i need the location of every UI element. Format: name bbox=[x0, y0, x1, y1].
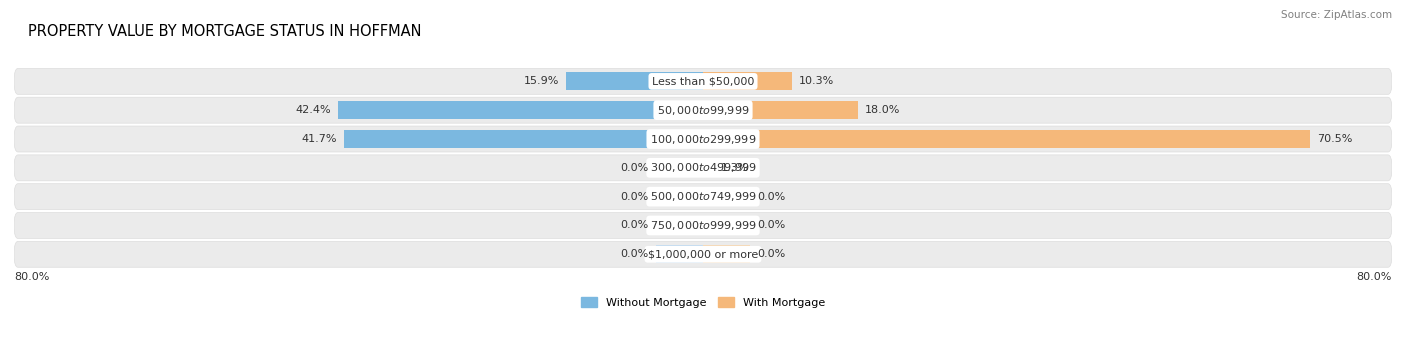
Text: $1,000,000 or more: $1,000,000 or more bbox=[648, 249, 758, 259]
Text: Source: ZipAtlas.com: Source: ZipAtlas.com bbox=[1281, 10, 1392, 20]
Bar bbox=[655, 245, 703, 263]
Text: 10.3%: 10.3% bbox=[799, 76, 834, 86]
FancyBboxPatch shape bbox=[14, 184, 1392, 210]
Legend: Without Mortgage, With Mortgage: Without Mortgage, With Mortgage bbox=[576, 293, 830, 312]
Text: Less than $50,000: Less than $50,000 bbox=[652, 76, 754, 86]
Bar bbox=[703, 217, 751, 234]
Text: 0.0%: 0.0% bbox=[620, 192, 648, 202]
Bar bbox=[337, 101, 703, 119]
Text: $500,000 to $749,999: $500,000 to $749,999 bbox=[650, 190, 756, 203]
Bar bbox=[567, 72, 703, 90]
Text: 80.0%: 80.0% bbox=[14, 272, 49, 282]
Text: 42.4%: 42.4% bbox=[295, 105, 330, 115]
Text: $300,000 to $499,999: $300,000 to $499,999 bbox=[650, 162, 756, 174]
FancyBboxPatch shape bbox=[14, 126, 1392, 152]
FancyBboxPatch shape bbox=[14, 68, 1392, 94]
Text: 41.7%: 41.7% bbox=[301, 134, 337, 144]
FancyBboxPatch shape bbox=[14, 212, 1392, 238]
Text: 1.3%: 1.3% bbox=[721, 163, 749, 173]
Text: 0.0%: 0.0% bbox=[620, 220, 648, 231]
Text: 18.0%: 18.0% bbox=[865, 105, 900, 115]
Bar bbox=[703, 101, 858, 119]
Text: 0.0%: 0.0% bbox=[758, 192, 786, 202]
FancyBboxPatch shape bbox=[14, 241, 1392, 267]
Bar bbox=[703, 159, 714, 177]
Text: $750,000 to $999,999: $750,000 to $999,999 bbox=[650, 219, 756, 232]
FancyBboxPatch shape bbox=[14, 155, 1392, 181]
Bar bbox=[655, 188, 703, 206]
FancyBboxPatch shape bbox=[14, 97, 1392, 123]
Text: 0.0%: 0.0% bbox=[758, 220, 786, 231]
Text: PROPERTY VALUE BY MORTGAGE STATUS IN HOFFMAN: PROPERTY VALUE BY MORTGAGE STATUS IN HOF… bbox=[28, 24, 422, 39]
Text: 70.5%: 70.5% bbox=[1317, 134, 1353, 144]
Bar bbox=[655, 159, 703, 177]
Text: 80.0%: 80.0% bbox=[1357, 272, 1392, 282]
Text: $100,000 to $299,999: $100,000 to $299,999 bbox=[650, 133, 756, 146]
Bar bbox=[655, 217, 703, 234]
Bar bbox=[703, 130, 1310, 148]
Bar bbox=[703, 72, 792, 90]
Text: $50,000 to $99,999: $50,000 to $99,999 bbox=[657, 104, 749, 117]
Text: 0.0%: 0.0% bbox=[620, 249, 648, 259]
Text: 0.0%: 0.0% bbox=[758, 249, 786, 259]
Text: 0.0%: 0.0% bbox=[620, 163, 648, 173]
Bar bbox=[703, 245, 751, 263]
Bar bbox=[344, 130, 703, 148]
Text: 15.9%: 15.9% bbox=[524, 76, 560, 86]
Bar bbox=[703, 188, 751, 206]
